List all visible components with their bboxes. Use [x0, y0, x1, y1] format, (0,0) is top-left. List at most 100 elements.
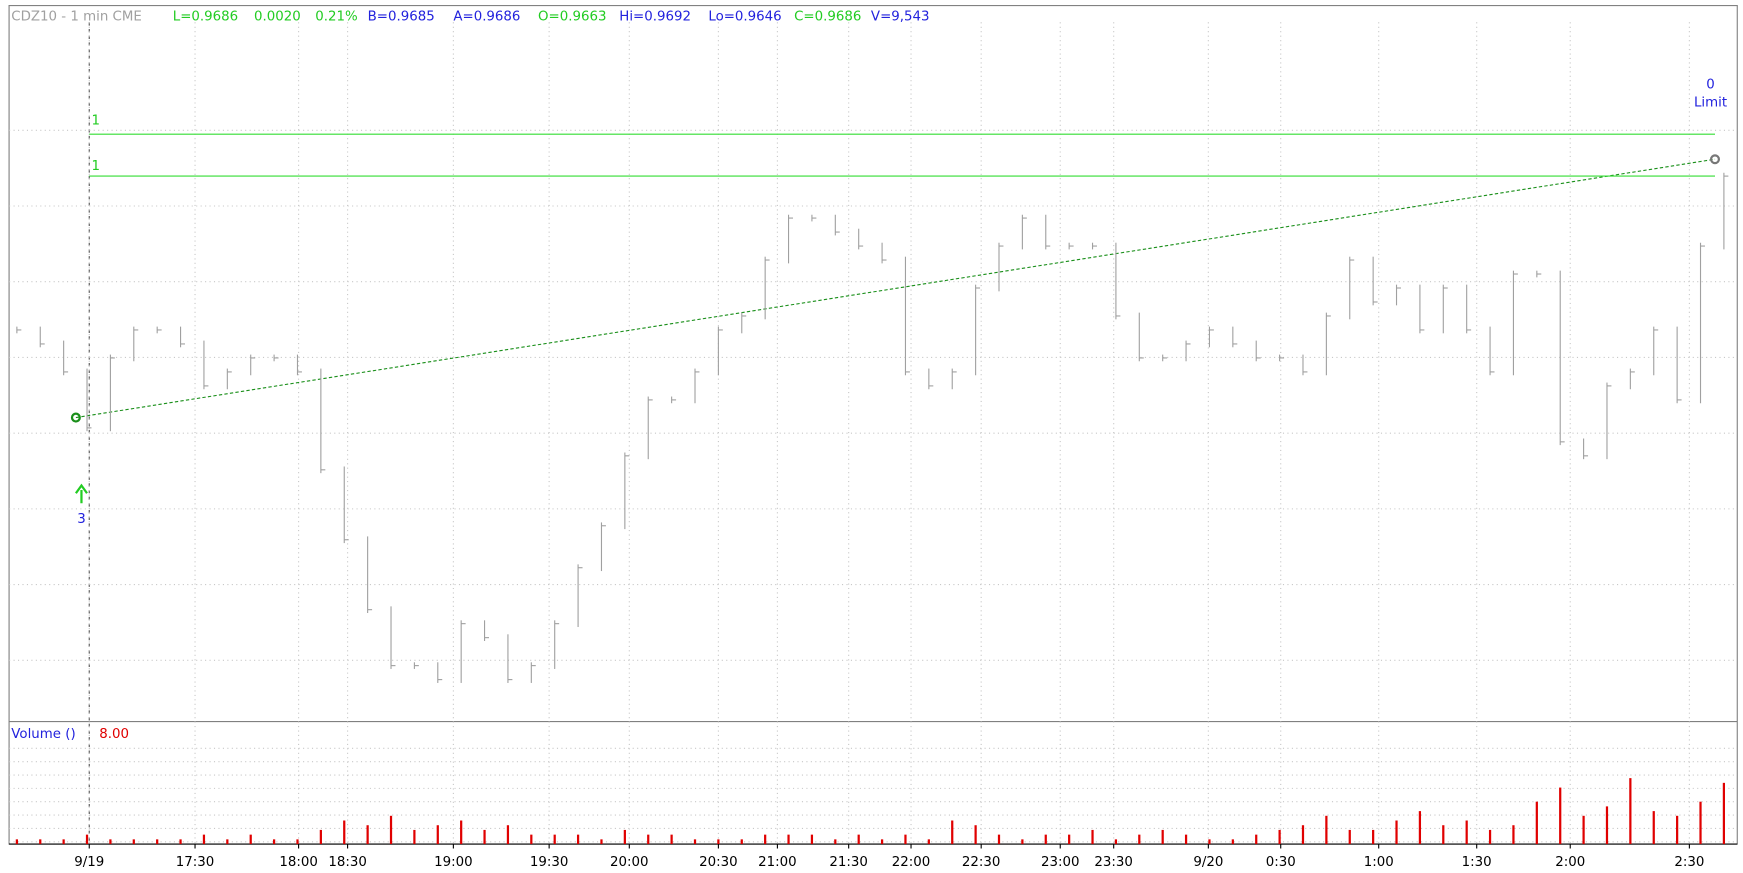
price-bar — [1676, 326, 1682, 404]
price-bar — [741, 312, 747, 334]
x-tick-label: 23:30 — [1094, 855, 1133, 870]
change: 0.0020 — [254, 10, 301, 25]
price-bar — [39, 326, 45, 348]
price-bar — [1559, 270, 1565, 446]
price-bar — [1138, 312, 1144, 362]
price-bar — [343, 466, 349, 544]
volume-value: 8.00 — [99, 727, 129, 742]
frame — [8, 5, 1738, 845]
x-tick-label: 1:00 — [1364, 855, 1394, 870]
price-bar — [647, 396, 653, 460]
price-bar — [1512, 270, 1518, 376]
x-tick-label: 20:00 — [610, 855, 649, 870]
bid: B=0.9685 — [368, 10, 435, 25]
price-bar — [858, 228, 864, 250]
price-bar — [811, 214, 817, 222]
price-bar — [1068, 242, 1074, 250]
x-tick-label: 2:00 — [1555, 855, 1585, 870]
price-bar — [1653, 326, 1659, 376]
price-bar — [1372, 256, 1378, 306]
price-bar — [1442, 284, 1448, 334]
price-bar — [367, 536, 373, 614]
price-bar — [156, 326, 162, 334]
price-bar — [1325, 312, 1331, 376]
price-bar — [460, 620, 466, 683]
order-qty: 1 — [91, 159, 100, 174]
close: C=0.9686 — [794, 10, 861, 25]
price-bar — [1419, 284, 1425, 334]
price-bar — [1185, 340, 1191, 362]
price-bar — [507, 634, 513, 683]
price-bar — [1583, 438, 1589, 460]
ask: A=0.9686 — [453, 10, 520, 25]
order-qty: 1 — [91, 113, 100, 128]
x-tick-label: 21:00 — [758, 855, 797, 870]
price-bar — [671, 396, 677, 404]
price-bar — [1536, 270, 1542, 278]
price-bar — [881, 242, 887, 264]
x-tick-label: 18:30 — [328, 855, 367, 870]
x-tick-label: 2:30 — [1674, 855, 1704, 870]
price-bar — [577, 564, 583, 628]
open: O=0.9663 — [538, 10, 606, 25]
x-tick-label: 21:30 — [829, 855, 868, 870]
price-bar — [600, 522, 606, 572]
price-bar — [296, 354, 302, 376]
trend-line — [75, 158, 1716, 419]
price-bar — [975, 284, 981, 376]
price-bar — [1489, 326, 1495, 376]
price-bar — [1045, 214, 1051, 250]
price-bar — [764, 256, 770, 320]
price-bar — [554, 620, 560, 669]
limit-marker — [1709, 154, 1721, 165]
x-tick-label: 20:30 — [699, 855, 738, 870]
price-bar — [1723, 172, 1729, 250]
fill-qty: 3 — [77, 512, 86, 527]
buy-arrow — [74, 483, 88, 504]
x-tick-label: 0:30 — [1266, 855, 1296, 870]
price-bar — [1606, 382, 1612, 460]
price-bar — [1208, 326, 1214, 348]
x-tick-label: 17:30 — [176, 855, 215, 870]
x-tick-label: 22:00 — [892, 855, 930, 870]
price-bar — [273, 354, 279, 362]
limit-qty: 0 — [1706, 78, 1715, 93]
x-tick-label: 19:00 — [434, 855, 473, 870]
price-bar — [390, 606, 396, 669]
price-bar — [250, 354, 256, 376]
price-bar — [787, 214, 793, 264]
last: L=0.9686 — [173, 10, 238, 25]
price-bar — [1395, 284, 1401, 306]
price-bar — [1466, 284, 1472, 334]
price-bar — [86, 368, 92, 432]
price-bar — [530, 662, 536, 683]
price-bar — [133, 326, 139, 362]
price-bar — [1302, 354, 1308, 376]
price-bar — [834, 214, 840, 236]
price-bar — [413, 662, 419, 669]
price-bar — [109, 354, 115, 432]
price-bar — [1162, 354, 1168, 362]
price-bar — [226, 368, 232, 390]
x-tick-label: 18:00 — [279, 855, 318, 870]
price-bar — [63, 340, 69, 376]
x-tick-label: 19:30 — [530, 855, 569, 870]
price-bar — [904, 256, 910, 376]
volume: V=9,543 — [871, 10, 930, 25]
x-tick-label: 1:30 — [1462, 855, 1492, 870]
grid — [9, 22, 1738, 845]
price-bar — [928, 368, 934, 390]
x-tick-label: 9/19 — [74, 855, 104, 870]
price-bar — [951, 368, 957, 390]
price-bar — [694, 368, 700, 404]
price-bar — [624, 452, 630, 530]
price-bar — [1699, 242, 1705, 404]
x-tick-label: 22:30 — [962, 855, 1000, 870]
price-bar — [1091, 242, 1097, 250]
price-bar — [998, 242, 1004, 292]
volume-title: Volume () — [11, 727, 75, 742]
limit-label: Limit — [1694, 95, 1727, 110]
entry-marker — [70, 412, 81, 423]
price-bar — [1021, 214, 1027, 250]
